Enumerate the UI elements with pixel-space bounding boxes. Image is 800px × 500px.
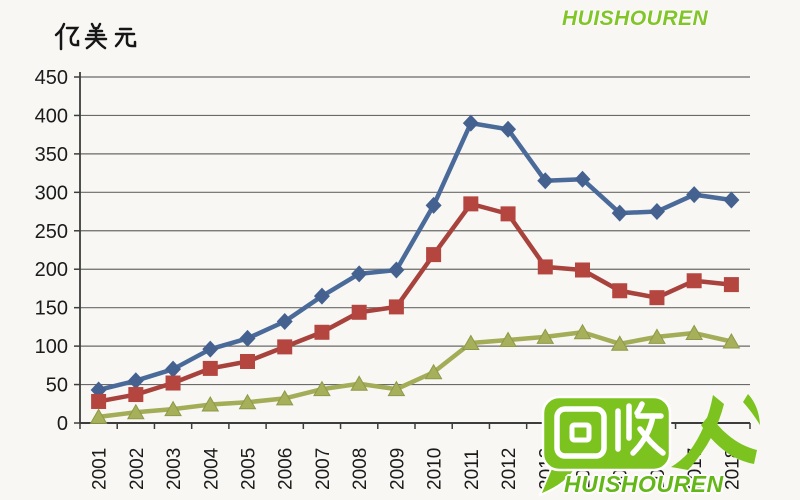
cjk-glyph-yi [54,22,80,51]
data-point [723,277,739,293]
data-point [388,299,404,315]
hui-glyph [554,406,607,459]
svg-text:2008: 2008 [350,448,371,490]
data-point [499,331,517,347]
data-point [686,186,703,204]
svg-text:250: 250 [35,221,68,243]
svg-text:2001: 2001 [90,448,111,490]
data-point [463,196,479,212]
data-point [165,360,182,378]
data-point [314,324,330,340]
data-point [127,372,144,390]
cjk-glyph-mei [84,22,108,50]
data-point [387,380,406,397]
shou-glyph [615,401,666,456]
data-point [573,323,592,340]
data-point [425,196,442,214]
svg-text:2011: 2011 [462,449,483,490]
svg-text:2006: 2006 [276,448,297,490]
data-point [313,380,331,397]
logo-bubble [538,395,672,497]
data-point [537,259,553,275]
data-point [575,262,590,278]
data-point [723,191,740,209]
data-point [722,332,741,349]
svg-text:2004: 2004 [201,447,222,490]
data-point [500,120,517,138]
cjk-glyph-yuan [114,27,137,48]
data-point [89,408,108,424]
svg-text:300: 300 [35,182,68,204]
data-point [275,389,294,406]
svg-text:2005: 2005 [239,448,260,490]
data-point [202,340,219,358]
svg-text:2003: 2003 [164,448,185,490]
svg-text:2012: 2012 [499,448,520,490]
svg-text:450: 450 [35,67,68,89]
data-point [537,172,554,190]
svg-text:50: 50 [46,375,68,397]
data-point [648,328,666,344]
series-green-triangle [89,323,741,424]
data-point [313,287,330,305]
data-point [574,170,591,188]
top-watermark-text: HUISHOUREN [562,7,709,30]
data-point [239,329,256,347]
data-point [350,375,369,391]
data-point [126,403,145,420]
svg-text:400: 400 [35,105,68,127]
data-point [649,290,665,306]
svg-text:2002: 2002 [127,448,148,490]
person-glyph [671,394,760,470]
data-point [610,335,629,351]
svg-text:200: 200 [35,259,68,281]
data-point [611,204,628,222]
data-point [91,393,107,409]
data-point [277,339,293,355]
brand-name-text: HUISHOUREN [564,471,724,497]
data-point [536,328,555,344]
data-point [426,247,442,263]
svg-text:2010: 2010 [425,448,446,490]
data-point [648,203,665,221]
svg-text:350: 350 [35,144,68,166]
svg-text:2009: 2009 [387,448,408,490]
data-point [276,313,293,331]
data-point [612,283,628,299]
data-point [238,393,257,410]
svg-text:2007: 2007 [313,448,334,490]
data-point [351,304,367,320]
data-point [500,206,516,222]
series-red-square [91,196,739,409]
data-point [201,396,220,412]
data-point [164,400,182,417]
data-point [202,360,218,376]
data-point [388,261,405,279]
svg-text:150: 150 [35,298,68,320]
svg-text:100: 100 [35,336,68,358]
data-point [165,375,181,391]
data-point [461,334,480,351]
y-axis-labels: 0 50 100 150 200 250 300 350 400 450 [35,67,68,435]
data-point [128,387,144,403]
data-point [685,324,704,341]
data-point [351,265,368,283]
data-point [462,114,479,132]
svg-text:0: 0 [57,413,68,435]
data-point [240,353,255,369]
data-point [424,363,443,380]
data-point [686,273,702,289]
